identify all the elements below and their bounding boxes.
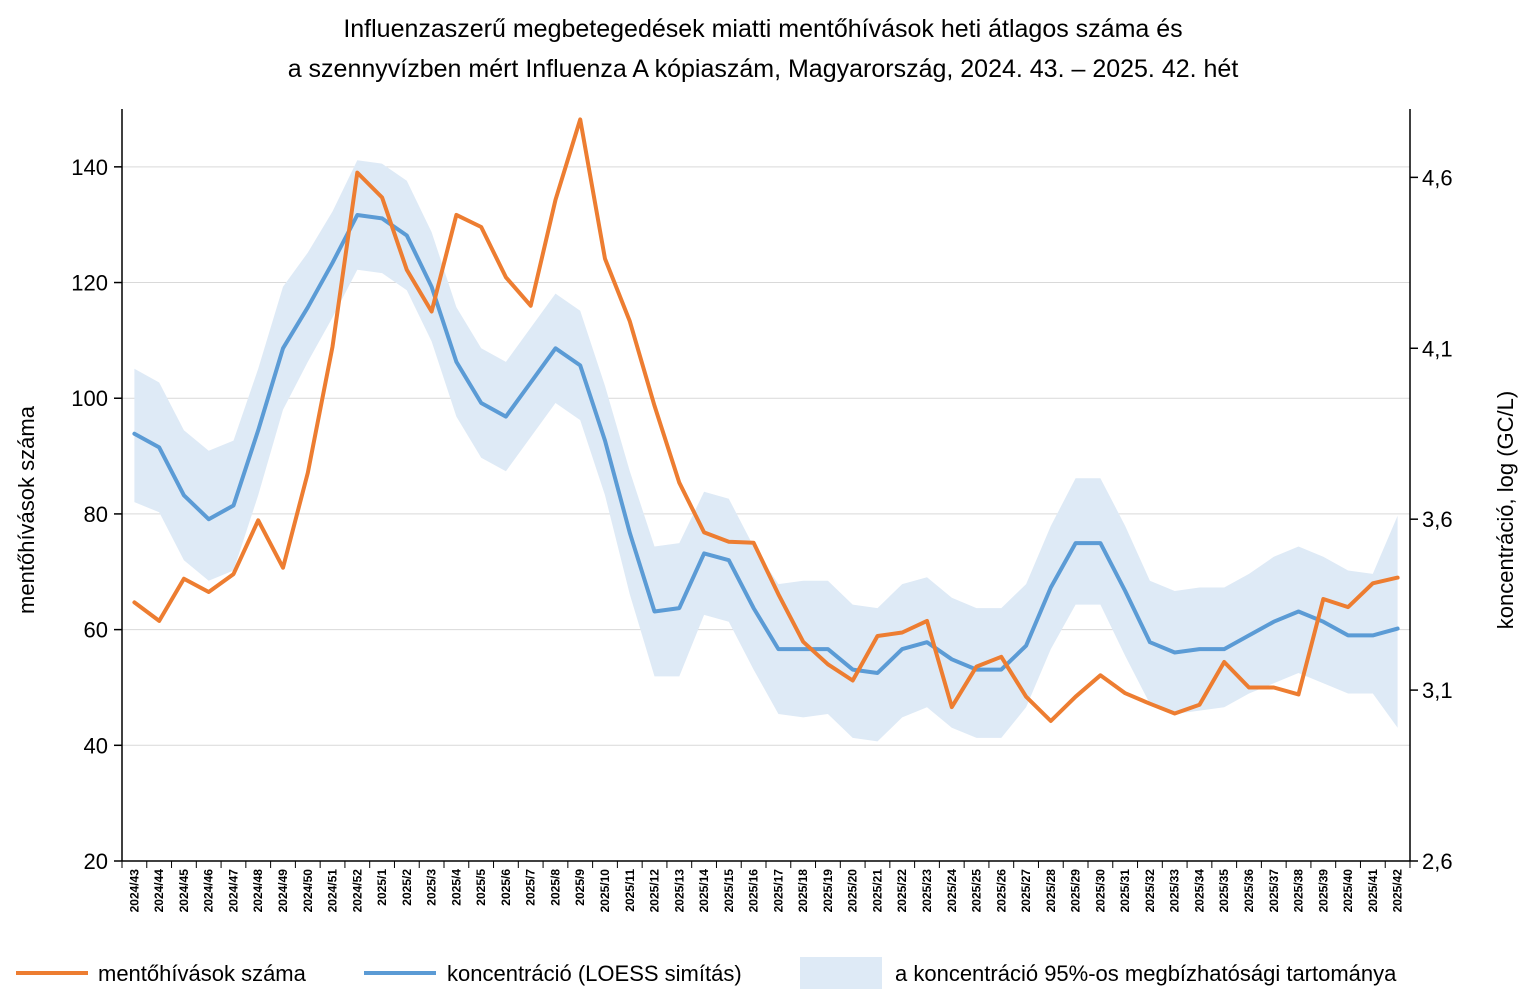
left-tick-label: 120	[71, 271, 108, 296]
x-tick-label: 2025/32	[1143, 869, 1157, 913]
x-tick-label: 2024/43	[127, 869, 141, 913]
right-tick-label: 3,1	[1422, 678, 1453, 703]
x-tick-label: 2025/37	[1267, 869, 1281, 913]
x-tick-label: 2025/21	[871, 869, 885, 913]
legend-label-band: a koncentráció 95%-os megbízhatósági tar…	[895, 961, 1397, 986]
x-tick-label: 2025/33	[1168, 869, 1182, 913]
x-tick-label: 2025/40	[1341, 869, 1355, 913]
right-tick-label: 3,6	[1422, 507, 1453, 532]
x-tick-label: 2025/28	[1044, 869, 1058, 913]
x-tick-label: 2025/24	[945, 869, 959, 913]
x-tick-label: 2025/8	[549, 869, 563, 906]
right-tick-label: 4,1	[1422, 336, 1453, 361]
x-tick-label: 2025/3	[425, 869, 439, 906]
x-tick-label: 2025/5	[474, 869, 488, 906]
legend: mentőhívások száma koncentráció (LOESS s…	[16, 957, 1397, 989]
x-tick-label: 2025/27	[1019, 869, 1033, 913]
axes	[121, 109, 1411, 862]
x-tick-label: 2025/17	[771, 869, 785, 913]
x-tick-label: 2025/11	[623, 869, 637, 912]
left-tick-label: 80	[84, 502, 108, 527]
x-tick-label: 2025/19	[821, 869, 835, 913]
legend-label-concentration: koncentráció (LOESS simítás)	[447, 961, 742, 986]
legend-swatch-band	[800, 957, 882, 989]
x-tick-label: 2024/51	[326, 869, 340, 913]
x-tick-label: 2025/31	[1118, 869, 1132, 913]
series-line-concentration	[132, 213, 1400, 675]
x-tick-label: 2025/35	[1217, 869, 1231, 913]
x-tick-label: 2024/46	[202, 869, 216, 913]
left-tick-label: 60	[84, 618, 108, 643]
x-tick-label: 2025/14	[697, 869, 711, 913]
x-tick-label: 2024/44	[152, 869, 166, 913]
right-axis-title: koncentráció, log (GC/L)	[1493, 391, 1518, 629]
x-tick-label: 2025/4	[449, 869, 463, 906]
x-tick-label: 2025/1	[375, 869, 389, 906]
x-tick-label: 2025/30	[1093, 869, 1107, 913]
x-tick-label: 2025/2	[400, 869, 414, 906]
x-tick-label: 2025/34	[1193, 869, 1207, 913]
x-tick-label: 2024/49	[276, 869, 290, 913]
x-tick-label: 2025/36	[1242, 869, 1256, 913]
x-tick-label: 2025/20	[846, 869, 860, 913]
x-tick-label: 2025/6	[499, 869, 513, 906]
x-tick-label: 2025/13	[672, 869, 686, 913]
x-tick-label: 2025/38	[1292, 869, 1306, 913]
x-tick-label: 2025/12	[648, 869, 662, 913]
chart-title-line-2: a szennyvízben mért Influenza A kópiaszá…	[288, 55, 1239, 83]
x-tick-label: 2025/9	[573, 869, 587, 906]
x-tick-label: 2025/26	[994, 869, 1008, 913]
x-tick-label: 2024/52	[350, 869, 364, 913]
x-tick-label: 2024/47	[227, 869, 241, 913]
x-tick-label: 2025/41	[1366, 869, 1380, 913]
x-tick-label: 2024/48	[251, 869, 265, 913]
right-tick-label: 4,6	[1422, 165, 1453, 190]
left-tick-label: 40	[84, 733, 108, 758]
x-tick-label: 2024/45	[177, 869, 191, 913]
right-axis-ticks: 2,6 3,1 3,6 4,1 4,6	[1410, 165, 1453, 874]
x-axis-ticks: 2024/43 2024/44 2024/45 2024/46 2024/47 2024/…	[121, 861, 1411, 913]
x-tick-label: 2025/22	[895, 869, 909, 913]
x-tick-label: 2025/7	[524, 869, 538, 906]
confidence-band	[134, 160, 1398, 742]
series-line-calls	[132, 117, 1400, 723]
chart-title-line-1: Influenzaszerű megbetegedések miatti men…	[343, 15, 1182, 43]
right-tick-label: 2,6	[1422, 849, 1453, 874]
legend-label-calls: mentőhívások száma	[98, 961, 307, 986]
x-tick-label: 2025/18	[796, 869, 810, 913]
x-tick-label: 2025/23	[920, 869, 934, 913]
x-tick-label: 2025/16	[747, 869, 761, 913]
chart-title: Influenzaszerű megbetegedések miatti men…	[288, 15, 1239, 83]
series-layer	[132, 117, 1400, 723]
x-tick-label: 2025/25	[970, 869, 984, 913]
left-axis-ticks: 20 40 60 80 100 120 140	[71, 155, 122, 874]
left-axis-title: mentőhívások száma	[14, 405, 39, 614]
x-tick-label: 2025/39	[1316, 869, 1330, 913]
x-tick-label: 2025/15	[722, 869, 736, 913]
x-tick-label: 2025/29	[1069, 869, 1083, 913]
confidence-band-layer	[134, 160, 1398, 742]
left-tick-label: 20	[84, 849, 108, 874]
left-tick-label: 100	[71, 386, 108, 411]
x-tick-label: 2025/10	[598, 869, 612, 913]
x-tick-label: 2024/50	[301, 869, 315, 913]
x-tick-label: 2025/42	[1391, 869, 1405, 913]
left-tick-label: 140	[71, 155, 108, 180]
